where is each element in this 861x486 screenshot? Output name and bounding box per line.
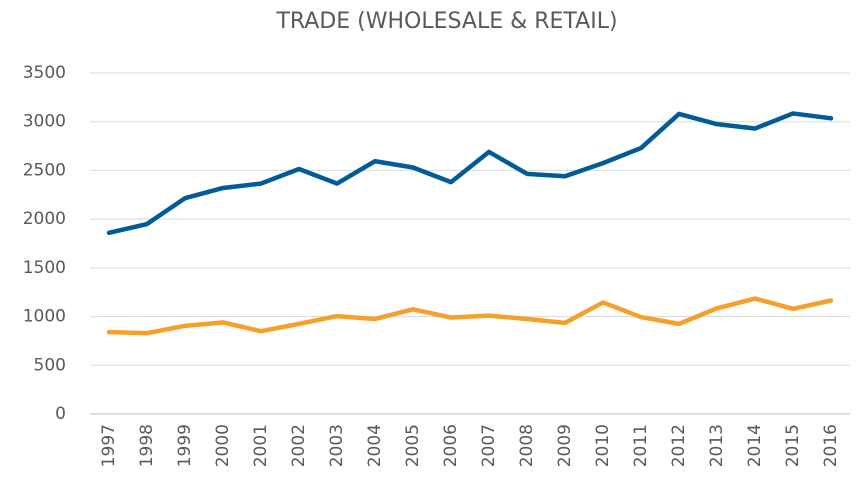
line-series [106, 296, 834, 336]
x-tick-label: 2015 [783, 424, 803, 467]
y-tick-label: 0 [55, 404, 66, 424]
x-tick-label: 2004 [365, 424, 385, 467]
y-tick-label: 2500 [23, 160, 66, 180]
x-tick-label: 2014 [745, 424, 765, 467]
x-tick-label: 1997 [99, 424, 119, 467]
y-tick-label: 3000 [23, 112, 66, 132]
y-tick-label: 3500 [23, 63, 66, 83]
x-tick-label: 2008 [517, 424, 537, 467]
line-series [106, 111, 834, 236]
x-tick-label: 2005 [403, 424, 423, 467]
x-tick-label: 1999 [175, 424, 195, 467]
x-tick-label: 2009 [555, 424, 575, 467]
y-tick-label: 500 [34, 355, 66, 375]
x-tick-label: 2003 [327, 424, 347, 467]
x-tick-label: 2006 [441, 424, 461, 467]
x-tick-label: 2012 [669, 424, 689, 467]
chart-title: TRADE (WHOLESALE & RETAIL) [275, 9, 617, 34]
y-tick-label: 1000 [23, 307, 66, 327]
x-tick-label: 2010 [593, 424, 613, 467]
x-tick-label: 2000 [213, 424, 233, 467]
x-tick-label: 2011 [631, 424, 651, 467]
x-tick-label: 2013 [707, 424, 727, 467]
y-tick-label: 1500 [23, 258, 66, 278]
y-tick-label: 2000 [23, 209, 66, 229]
x-tick-label: 2002 [289, 424, 309, 467]
x-tick-label: 2007 [479, 424, 499, 467]
x-tick-label: 2001 [251, 424, 271, 467]
x-tick-label: 2016 [821, 424, 841, 467]
x-tick-label: 1998 [137, 424, 157, 467]
